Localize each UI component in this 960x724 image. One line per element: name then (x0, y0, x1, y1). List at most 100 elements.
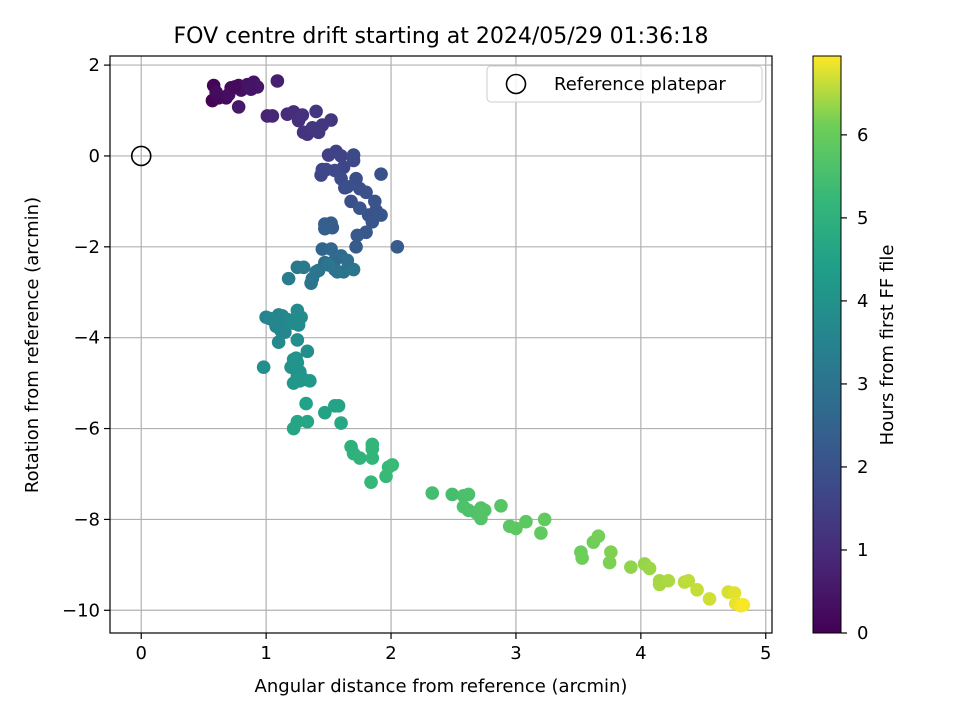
data-point (537, 512, 552, 527)
data-point (321, 258, 336, 272)
data-point (461, 487, 476, 502)
data-point (228, 80, 242, 94)
data-point (681, 573, 696, 588)
data-point (286, 376, 301, 390)
colorbar-tick-label: 2 (857, 457, 868, 478)
data-point (331, 399, 346, 413)
x-tick-label: 3 (510, 643, 521, 664)
colorbar-label: Hours from first FF file (877, 245, 898, 446)
data-point (300, 414, 315, 429)
data-point (642, 561, 657, 576)
data-point (334, 416, 348, 430)
colorbar-ticks: 0 1 2 3 4 5 6 (841, 125, 868, 644)
y-tick-label: −6 (73, 419, 100, 440)
grid-lines (110, 56, 772, 633)
data-point (353, 451, 367, 465)
data-point (661, 573, 676, 588)
data-point (346, 262, 361, 277)
data-point (494, 498, 508, 513)
x-tick-label: 2 (385, 643, 396, 664)
data-point (445, 487, 460, 502)
y-tick-label: −8 (73, 509, 100, 530)
x-tick-label: 5 (760, 643, 771, 664)
y-tick-label: −2 (73, 237, 100, 258)
data-point (334, 149, 348, 163)
legend-entry-reference-platepar: Reference platepar (554, 74, 726, 95)
data-point (309, 104, 323, 119)
data-point (311, 125, 326, 140)
data-point (604, 545, 618, 559)
data-point (346, 148, 361, 162)
data-point (244, 82, 258, 96)
x-axis-label: Angular distance from reference (arcmin) (255, 676, 628, 697)
data-point (374, 167, 388, 181)
data-point (425, 486, 440, 500)
data-point (318, 405, 332, 420)
chart-title: FOV centre drift starting at 2024/05/29 … (174, 24, 709, 49)
data-point (300, 344, 315, 359)
legend-box (486, 65, 763, 103)
data-point (690, 583, 704, 597)
data-point (340, 180, 355, 194)
data-point (304, 276, 318, 290)
data-point (296, 260, 311, 275)
data-point (509, 521, 523, 536)
data-point (286, 316, 301, 330)
x-tick-label: 1 (260, 643, 271, 664)
x-tick-label: 4 (635, 643, 646, 664)
colorbar: 0 1 2 3 4 5 6 Hours from first FF file (812, 55, 898, 644)
reference-platepar-marker (130, 145, 152, 167)
y-tick-label: −10 (62, 600, 100, 621)
data-point (390, 240, 405, 254)
data-point (353, 201, 367, 216)
colorbar-tick-label: 4 (857, 291, 868, 312)
data-point (602, 555, 617, 570)
colorbar-tick-label: 6 (857, 125, 868, 146)
y-tick-label: −4 (73, 328, 100, 349)
data-point (727, 586, 742, 600)
y-tick-label: 0 (89, 146, 100, 167)
data-point (374, 208, 388, 222)
data-point (271, 335, 286, 350)
data-point (318, 221, 332, 236)
data-point (303, 374, 317, 388)
y-tick-label: 2 (89, 55, 100, 76)
plot-area-frame (109, 55, 773, 634)
data-point (324, 113, 338, 127)
data-point (231, 100, 246, 114)
data-point (474, 511, 488, 526)
y-axis-ticks: −10 −8 −6 −4 −2 0 2 (62, 55, 110, 621)
data-point (624, 560, 638, 574)
data-point (278, 325, 292, 340)
colorbar-gradient (812, 55, 842, 634)
legend-marker-open-circle (505, 73, 527, 95)
data-point (209, 85, 223, 100)
y-axis-label: Rotation from reference (arcmin) (22, 197, 43, 493)
data-point (519, 514, 533, 529)
data-point (281, 271, 296, 286)
data-point (385, 458, 400, 472)
data-point (534, 526, 548, 540)
data-point (324, 242, 338, 256)
data-point (286, 421, 301, 436)
data-point (350, 228, 365, 243)
data-point (268, 314, 282, 329)
data-points (205, 74, 751, 613)
x-axis-ticks: 0 1 2 3 4 5 (135, 633, 771, 664)
data-point (299, 396, 313, 411)
data-point (364, 475, 378, 489)
data-point (265, 109, 280, 123)
colorbar-tick-label: 1 (857, 540, 868, 561)
data-point (349, 240, 363, 254)
colorbar-tick-label: 3 (857, 374, 868, 395)
colorbar-tick-label: 5 (857, 208, 868, 229)
data-point (359, 185, 373, 200)
data-point (309, 265, 323, 279)
data-point (365, 451, 380, 465)
colorbar-tick-label: 0 (857, 623, 868, 644)
legend: Reference platepar (486, 65, 763, 103)
data-point (295, 108, 310, 122)
data-point (256, 360, 271, 375)
data-point (575, 551, 589, 565)
